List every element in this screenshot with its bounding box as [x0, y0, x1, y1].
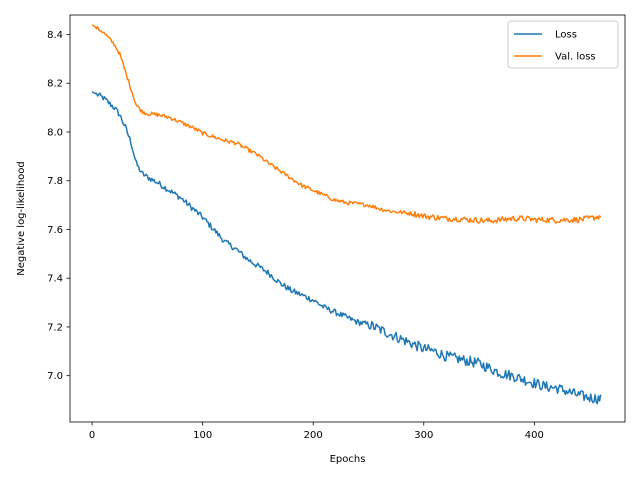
y-tick-label: 7.0 [47, 371, 63, 382]
series-line-val-loss [91, 24, 602, 224]
legend-label-loss: Loss [555, 30, 577, 41]
x-tick-label: 400 [525, 430, 544, 441]
y-tick-label: 7.2 [47, 322, 63, 333]
plot-frame [69, 14, 626, 423]
x-axis-label: Epochs [330, 454, 366, 465]
y-tick-label: 7.6 [47, 225, 63, 236]
x-tick-label: 100 [193, 430, 212, 441]
y-axis-ticks: 7.0 7.2 7.4 7.6 7.8 8.0 8.2 8.4 [47, 30, 70, 382]
legend-label-val-loss: Val. loss [555, 52, 596, 63]
y-tick-label: 8.0 [47, 127, 63, 138]
y-tick-label: 7.8 [47, 176, 63, 187]
x-tick-label: 0 [89, 430, 95, 441]
y-tick-label: 8.4 [47, 30, 63, 41]
series-layer [91, 24, 602, 405]
y-tick-label: 7.4 [47, 274, 63, 285]
x-tick-label: 300 [414, 430, 433, 441]
x-axis-ticks: 0 100 200 300 400 [89, 422, 544, 441]
series-line-loss [91, 91, 602, 405]
y-tick-label: 8.2 [47, 79, 63, 90]
y-axis-label: Negative log-likelihood [16, 161, 27, 276]
legend: Loss Val. loss [507, 20, 619, 69]
x-tick-label: 200 [304, 430, 323, 441]
